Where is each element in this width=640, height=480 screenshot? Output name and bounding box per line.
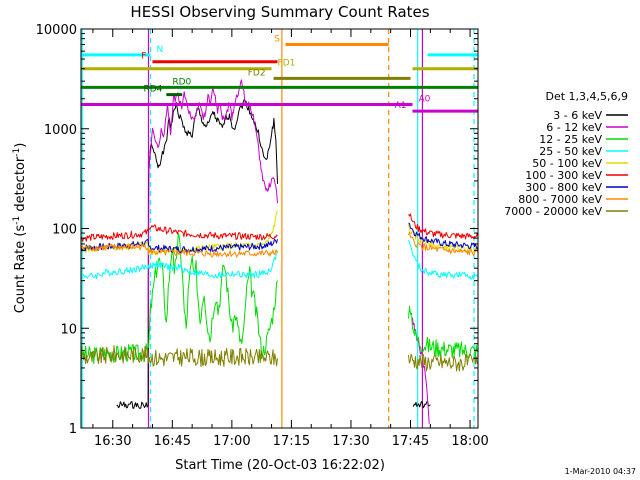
y-tick-label: 10000	[36, 23, 77, 38]
y-tick-label: 1000	[44, 123, 77, 138]
legend-label: 12 - 25 keV	[539, 133, 602, 146]
flag-label-rd0: RD0	[172, 77, 191, 87]
series-segment	[80, 345, 278, 367]
timestamp: 1-Mar-2010 04:37	[565, 467, 636, 476]
series-7000-20000-kev	[80, 345, 479, 372]
flag-bar-n: N	[81, 45, 478, 57]
x-tick-label: 16:45	[154, 434, 191, 449]
legend-label: 7000 - 20000 keV	[504, 205, 602, 218]
flag-bar-s: S	[274, 34, 389, 46]
series-segment	[147, 99, 278, 405]
flag-label-f: F	[141, 52, 146, 62]
legend-label: 3 - 6 keV	[553, 109, 602, 122]
flag-label-rd4: RD4	[143, 85, 162, 95]
flag-label-s: S	[274, 34, 280, 44]
series-segment	[408, 222, 479, 250]
flag-label-a1: A1	[395, 101, 407, 111]
series-segment	[116, 401, 149, 409]
flag-label-n: N	[156, 45, 163, 55]
flag-bar-a1: A1	[395, 101, 478, 113]
x-axis-label: Start Time (20-Oct-03 16:22:02)	[175, 458, 385, 473]
series-25-50-kev	[80, 239, 479, 280]
legend-title: Det 1,3,4,5,6,9	[545, 90, 628, 103]
x-tick-label: 17:45	[392, 434, 429, 449]
legend-label: 800 - 7000 keV	[518, 193, 602, 206]
series-segment	[80, 250, 278, 280]
series-segment	[408, 239, 479, 280]
x-tick-label: 18:00	[451, 434, 488, 449]
legend-label: 50 - 100 keV	[532, 157, 602, 170]
x-tick-label: 16:30	[94, 434, 131, 449]
flag-label-fd1: FD1	[278, 59, 296, 69]
series-segment	[408, 353, 479, 372]
flag-bar-rd0: RD0	[81, 77, 478, 89]
axes: 1 10 100 1000 10000 16:30 16:45 17:00 17:15 17:30…	[36, 23, 489, 449]
series-100-300-kev	[80, 213, 479, 242]
y-tick-label: 1	[69, 422, 77, 437]
legend-label: 100 - 300 keV	[525, 169, 602, 182]
flag-label-fd2: FD2	[248, 68, 266, 78]
series-6-12-kev	[147, 79, 430, 424]
legend-label: 6 - 12 keV	[546, 121, 602, 134]
series-segment	[408, 305, 479, 359]
flag-bar-rd4: RD4	[143, 85, 183, 97]
series-segment	[80, 343, 149, 364]
y-tick-label: 10	[60, 322, 77, 337]
y-axis-label: Count Rate (s-1 detector-1)	[12, 143, 28, 314]
series-800-7000-kev	[80, 231, 479, 258]
x-tick-label: 17:30	[332, 434, 369, 449]
flag-bar-fd2: FD2	[248, 68, 411, 80]
flag-bar-fd1: FD1	[81, 59, 478, 71]
series-segment	[80, 243, 278, 258]
flag-bars: NF S FD1 FD2 RD0 RD4 A0 A1	[81, 34, 478, 113]
chart-title: HESSI Observing Summary Count Rates	[130, 3, 429, 21]
series-segment	[408, 231, 479, 256]
series-segment	[412, 317, 430, 424]
series-segment	[80, 224, 278, 242]
legend-label: 25 - 50 keV	[539, 145, 602, 158]
flag-bar-f: F	[141, 52, 278, 64]
series-segment	[147, 79, 278, 330]
flag-label-a0: A0	[418, 95, 430, 105]
series-segment	[408, 213, 479, 240]
x-tick-label: 17:15	[273, 434, 310, 449]
flag-bar-a0: A0	[81, 95, 431, 107]
y-tick-label: 100	[52, 223, 77, 238]
legend-label: 300 - 800 keV	[525, 181, 602, 194]
series-group	[80, 79, 479, 424]
x-tick-label: 17:00	[213, 434, 250, 449]
